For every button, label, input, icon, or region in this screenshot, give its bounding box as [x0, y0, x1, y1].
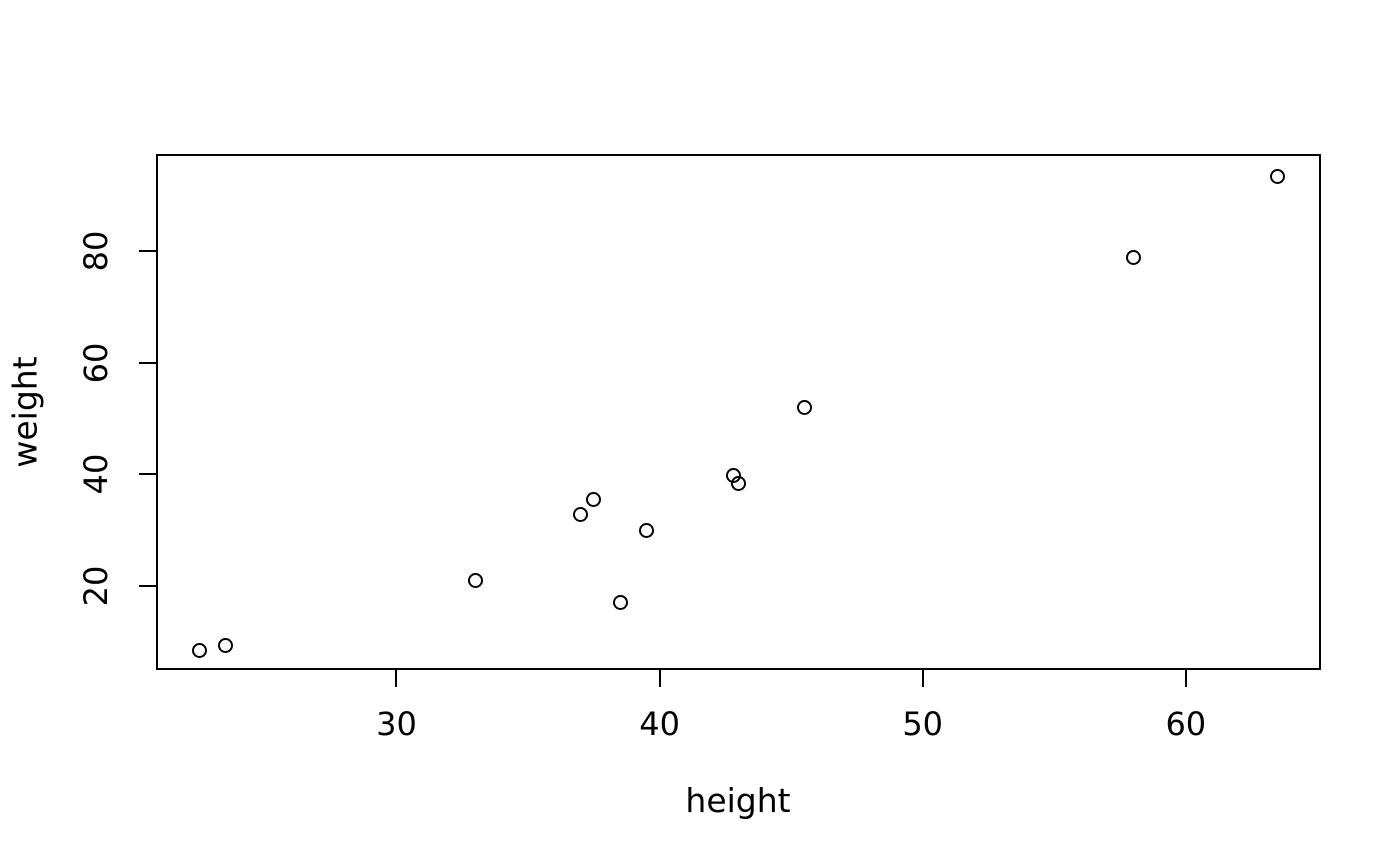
y-axis-tick — [139, 473, 157, 476]
x-axis-tick — [658, 669, 661, 687]
data-point — [586, 492, 602, 508]
x-axis-tick-label: 50 — [902, 705, 944, 743]
data-point — [467, 573, 483, 589]
data-point — [731, 476, 746, 492]
data-point — [573, 507, 589, 523]
x-axis-tick-label: 30 — [376, 705, 417, 743]
y-axis-tick-label: 60 — [77, 342, 115, 383]
x-axis-tick — [1184, 669, 1187, 687]
plot-area — [156, 154, 1321, 670]
y-axis-tick-label: 40 — [77, 453, 115, 495]
data-point — [612, 595, 628, 611]
y-axis-tick — [139, 249, 157, 252]
y-axis-tick-label: 20 — [77, 565, 115, 607]
x-axis-tick — [921, 669, 924, 687]
data-point — [1270, 169, 1286, 185]
data-point — [1125, 249, 1141, 265]
data-point — [796, 400, 812, 416]
y-axis-tick — [139, 361, 157, 364]
data-point — [191, 643, 207, 659]
x-axis-tick — [395, 669, 398, 687]
y-axis-title: weight — [5, 356, 45, 468]
data-point — [638, 523, 654, 539]
x-axis-tick-label: 60 — [1165, 705, 1207, 743]
x-axis-tick-label: 40 — [639, 705, 680, 743]
data-point — [217, 637, 233, 653]
y-axis-tick — [139, 584, 157, 587]
x-axis-title: height — [685, 781, 791, 820]
y-axis-tick-label: 80 — [77, 230, 115, 272]
